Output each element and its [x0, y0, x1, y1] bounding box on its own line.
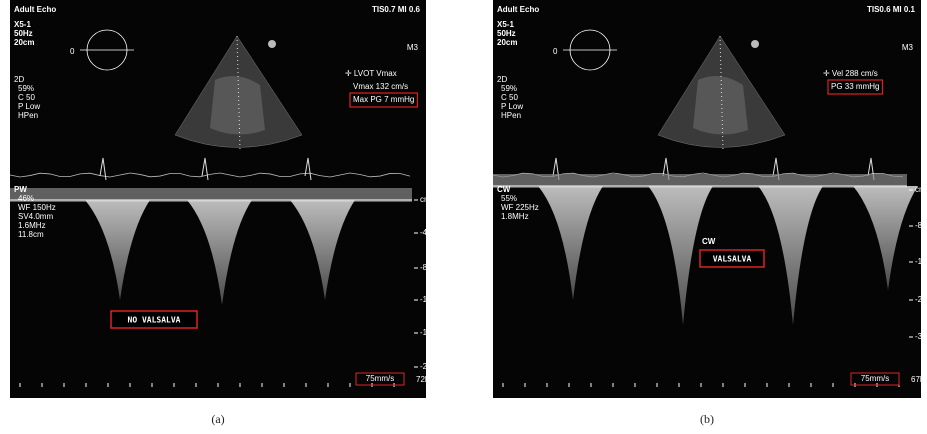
- doppler-info: SV4.0mm: [18, 212, 53, 221]
- ecg-spike: [304, 157, 312, 181]
- doppler-envelope: [187, 200, 252, 305]
- caption: (a): [211, 412, 224, 426]
- probe-dot: [751, 40, 759, 48]
- header-left: 20cm: [14, 38, 34, 47]
- sweep-speed: 75mm/s: [861, 374, 889, 383]
- doppler-info: 46%: [18, 194, 34, 203]
- ecg-spike: [552, 157, 560, 181]
- doppler-envelope: [85, 200, 150, 300]
- probe-label: M3: [902, 43, 914, 52]
- scale-label: -320: [915, 332, 927, 341]
- ecg-spike: [772, 157, 780, 181]
- header-left: X5-1: [14, 20, 31, 29]
- ecg-spike: [867, 157, 875, 181]
- baseline-band: [493, 174, 907, 188]
- header-left: 50Hz: [14, 29, 33, 38]
- mode-label: CW: [702, 237, 716, 246]
- doppler-info: 1.6MHz: [18, 221, 46, 230]
- ecg-spike: [662, 157, 670, 181]
- mode-2d: P Low: [501, 102, 523, 111]
- header-left: X5-1: [497, 20, 514, 29]
- measurement: Vmax 132 cm/s: [353, 82, 408, 91]
- zero-label: 0: [553, 47, 558, 56]
- measurement: PG 33 mmHg: [831, 82, 879, 91]
- measurement: ✛ Vel 288 cm/s: [823, 69, 878, 78]
- mode-2d: 2D: [14, 75, 24, 84]
- probe-label: M3: [407, 43, 419, 52]
- ecg-spike: [99, 157, 107, 181]
- scale-label: cm/s: [420, 195, 437, 204]
- measurement: ✛ LVOT Vmax: [345, 69, 397, 78]
- doppler-envelope: [538, 186, 603, 300]
- condition-label: VALSALVA: [713, 255, 752, 264]
- mode-2d: HPen: [18, 111, 38, 120]
- mode-2d: C 50: [18, 93, 35, 102]
- measurement-box: [349, 92, 418, 108]
- ecg-spike: [201, 157, 209, 181]
- scale-label: -40: [420, 228, 432, 237]
- label-box: [110, 310, 198, 329]
- header-right: TIS0.7 MI 0.6: [372, 5, 421, 14]
- doppler-info: 1.8MHz: [501, 212, 529, 221]
- probe-dot: [268, 40, 276, 48]
- header-left: Adult Echo: [14, 5, 56, 14]
- heart-rate: 67bpm: [911, 375, 927, 384]
- scale-label: -80: [420, 263, 432, 272]
- zero-label: 0: [70, 47, 75, 56]
- scale-label: -240: [915, 295, 927, 304]
- doppler-info: 11.8cm: [18, 230, 44, 239]
- sector-detail: [210, 76, 265, 135]
- measurement: Max PG 7 mmHg: [353, 95, 414, 104]
- scale-label: cm/s: [915, 185, 927, 194]
- scale-label: -160: [915, 257, 927, 266]
- measurement-box: [827, 79, 884, 95]
- doppler-info: PW: [14, 185, 27, 194]
- ecg-trace: [9, 172, 411, 178]
- mode-2d: 2D: [497, 75, 507, 84]
- mode-2d: HPen: [501, 111, 521, 120]
- scale-label: -80: [915, 221, 927, 230]
- doppler-envelope: [758, 186, 823, 325]
- header-left: Adult Echo: [497, 5, 539, 14]
- doppler-envelope: [853, 186, 918, 290]
- heart-rate: 72bpm: [416, 375, 441, 384]
- sweep-speed: 75mm/s: [366, 374, 394, 383]
- label-box: [699, 249, 765, 268]
- mode-2d: 59%: [18, 84, 34, 93]
- doppler-info: WF 225Hz: [501, 203, 539, 212]
- mode-2d: C 50: [501, 93, 518, 102]
- mode-2d: P Low: [18, 102, 40, 111]
- doppler-info: WF 150Hz: [18, 203, 56, 212]
- doppler-info: CW: [497, 185, 511, 194]
- caption: (b): [700, 412, 714, 426]
- doppler-envelope: [648, 186, 713, 325]
- header-left: 20cm: [497, 38, 517, 47]
- condition-label: NO VALSALVA: [128, 316, 181, 325]
- doppler-info: 55%: [501, 194, 517, 203]
- baseline-band: [10, 188, 412, 202]
- speed-box: [850, 372, 900, 386]
- header-right: TIS0.6 MI 0.1: [867, 5, 916, 14]
- doppler-envelope: [290, 200, 355, 300]
- header-left: 50Hz: [497, 29, 516, 38]
- scale-label: -200: [420, 362, 437, 371]
- scale-label: -160: [420, 328, 437, 337]
- sector-detail: [693, 76, 748, 135]
- mode-2d: 59%: [501, 84, 517, 93]
- scale-label: -120: [420, 295, 437, 304]
- speed-box: [355, 372, 405, 386]
